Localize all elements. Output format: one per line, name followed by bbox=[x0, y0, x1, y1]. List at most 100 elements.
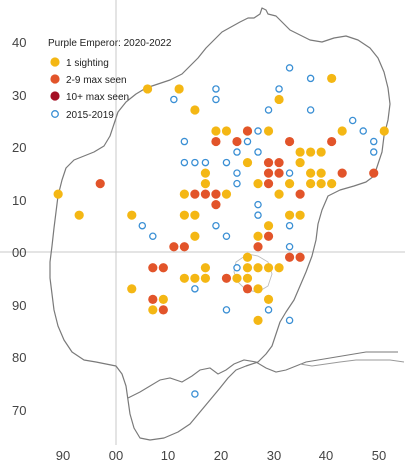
record-one-dot bbox=[274, 189, 284, 199]
record-one-dot bbox=[263, 126, 274, 136]
record-two-nine-dot bbox=[274, 157, 284, 168]
record-old-dot bbox=[201, 158, 210, 167]
record-one-dot bbox=[179, 273, 189, 283]
record-old-dot bbox=[212, 95, 220, 104]
record-one-dot bbox=[274, 94, 284, 105]
record-old-dot bbox=[191, 285, 199, 293]
record-old-dot bbox=[180, 137, 189, 146]
record-two-nine-dot bbox=[263, 179, 274, 189]
record-one-dot bbox=[200, 168, 211, 178]
record-old-dot bbox=[306, 74, 315, 83]
y-axis-ticks: 40 30 20 10 00 90 80 70 bbox=[12, 35, 26, 418]
record-old-dot bbox=[264, 306, 273, 314]
record-one-dot bbox=[263, 294, 274, 304]
y-tick-label: 30 bbox=[12, 88, 26, 103]
legend-label: 2015-2019 bbox=[66, 110, 114, 121]
record-old-dot bbox=[275, 85, 283, 93]
record-one-dot bbox=[253, 284, 263, 294]
record-old-dot bbox=[222, 158, 231, 167]
record-old-dot bbox=[170, 95, 178, 104]
y-tick-label: 80 bbox=[12, 350, 26, 365]
record-two-nine-dot bbox=[337, 168, 347, 178]
record-one-dot bbox=[327, 73, 337, 84]
record-one-dot bbox=[211, 126, 221, 136]
record-one-dot bbox=[327, 179, 337, 189]
record-old-dot bbox=[264, 106, 273, 114]
river-line-2 bbox=[299, 359, 405, 367]
record-old-dot bbox=[359, 127, 367, 135]
x-tick-label: 40 bbox=[319, 448, 333, 463]
record-two-nine-dot bbox=[158, 305, 168, 315]
legend-label: 2-9 max seen bbox=[66, 75, 127, 86]
record-one-dot bbox=[158, 294, 168, 304]
record-two-nine-dot bbox=[148, 294, 158, 304]
record-two-nine-dot bbox=[158, 263, 168, 273]
legend-label: 1 sighting bbox=[66, 58, 109, 69]
record-one-dot bbox=[316, 147, 326, 157]
record-one-dot bbox=[253, 315, 263, 325]
record-two-nine-dot bbox=[263, 231, 274, 241]
x-tick-label: 50 bbox=[372, 448, 386, 463]
record-one-dot bbox=[174, 84, 184, 94]
y-tick-label: 70 bbox=[12, 403, 26, 418]
legend-swatch bbox=[50, 74, 60, 84]
record-one-dot bbox=[284, 210, 295, 220]
record-one-dot bbox=[316, 168, 326, 178]
record-old-dot bbox=[191, 158, 199, 167]
record-old-dot bbox=[191, 390, 199, 398]
record-two-nine-dot bbox=[295, 189, 305, 199]
record-one-dot bbox=[379, 126, 389, 136]
record-one-dot bbox=[127, 284, 137, 294]
record-old-dot bbox=[285, 242, 294, 251]
legend-label: 10+ max seen bbox=[66, 92, 129, 103]
grid bbox=[0, 0, 405, 445]
record-one-dot bbox=[74, 210, 84, 220]
record-one-dot bbox=[306, 147, 316, 157]
y-tick-label: 90 bbox=[12, 298, 26, 313]
record-one-dot bbox=[242, 252, 253, 262]
record-two-nine-dot bbox=[95, 179, 105, 189]
x-tick-label: 30 bbox=[267, 448, 281, 463]
x-tick-label: 20 bbox=[214, 448, 228, 463]
record-old-dot bbox=[306, 106, 315, 114]
record-two-nine-dot bbox=[274, 168, 284, 178]
legend-swatch bbox=[50, 91, 60, 101]
record-old-dot bbox=[254, 200, 262, 209]
record-two-nine-dot bbox=[327, 136, 337, 147]
record-one-dot bbox=[242, 157, 253, 168]
record-one-dot bbox=[232, 273, 242, 283]
river-line bbox=[127, 351, 398, 399]
x-axis-ticks: 90 00 10 20 30 40 50 bbox=[56, 448, 386, 463]
record-one-dot bbox=[200, 179, 211, 189]
y-tick-label: 10 bbox=[12, 193, 26, 208]
record-one-dot bbox=[242, 273, 253, 283]
record-old-dot bbox=[285, 64, 294, 72]
record-one-dot bbox=[253, 231, 263, 241]
legend-swatch bbox=[50, 57, 60, 67]
legend-title: Purple Emperor: 2020-2022 bbox=[48, 38, 172, 49]
record-one-dot bbox=[316, 179, 326, 189]
record-one-dot bbox=[190, 105, 200, 115]
record-old-dot bbox=[369, 137, 378, 146]
record-two-nine-dot bbox=[295, 252, 305, 262]
record-one-dot bbox=[200, 263, 211, 273]
record-two-nine-dot bbox=[200, 189, 211, 199]
record-one-dot bbox=[200, 273, 211, 283]
record-one-dot bbox=[263, 263, 274, 273]
record-two-nine-dot bbox=[211, 200, 221, 210]
record-one-dot bbox=[284, 179, 295, 189]
record-one-dot bbox=[274, 263, 284, 273]
record-old-dot bbox=[212, 221, 220, 230]
record-one-dot bbox=[53, 189, 63, 199]
record-one-dot bbox=[142, 84, 153, 94]
record-two-nine-dot bbox=[242, 126, 253, 136]
county-boundary bbox=[49, 7, 391, 441]
record-two-nine-dot bbox=[253, 242, 263, 252]
record-one-dot bbox=[295, 147, 305, 157]
record-two-nine-dot bbox=[284, 136, 295, 147]
legend: Purple Emperor: 2020-2022 1 sighting 2-9 … bbox=[48, 38, 172, 121]
record-one-dot bbox=[337, 126, 347, 136]
y-tick-label: 00 bbox=[12, 245, 26, 260]
